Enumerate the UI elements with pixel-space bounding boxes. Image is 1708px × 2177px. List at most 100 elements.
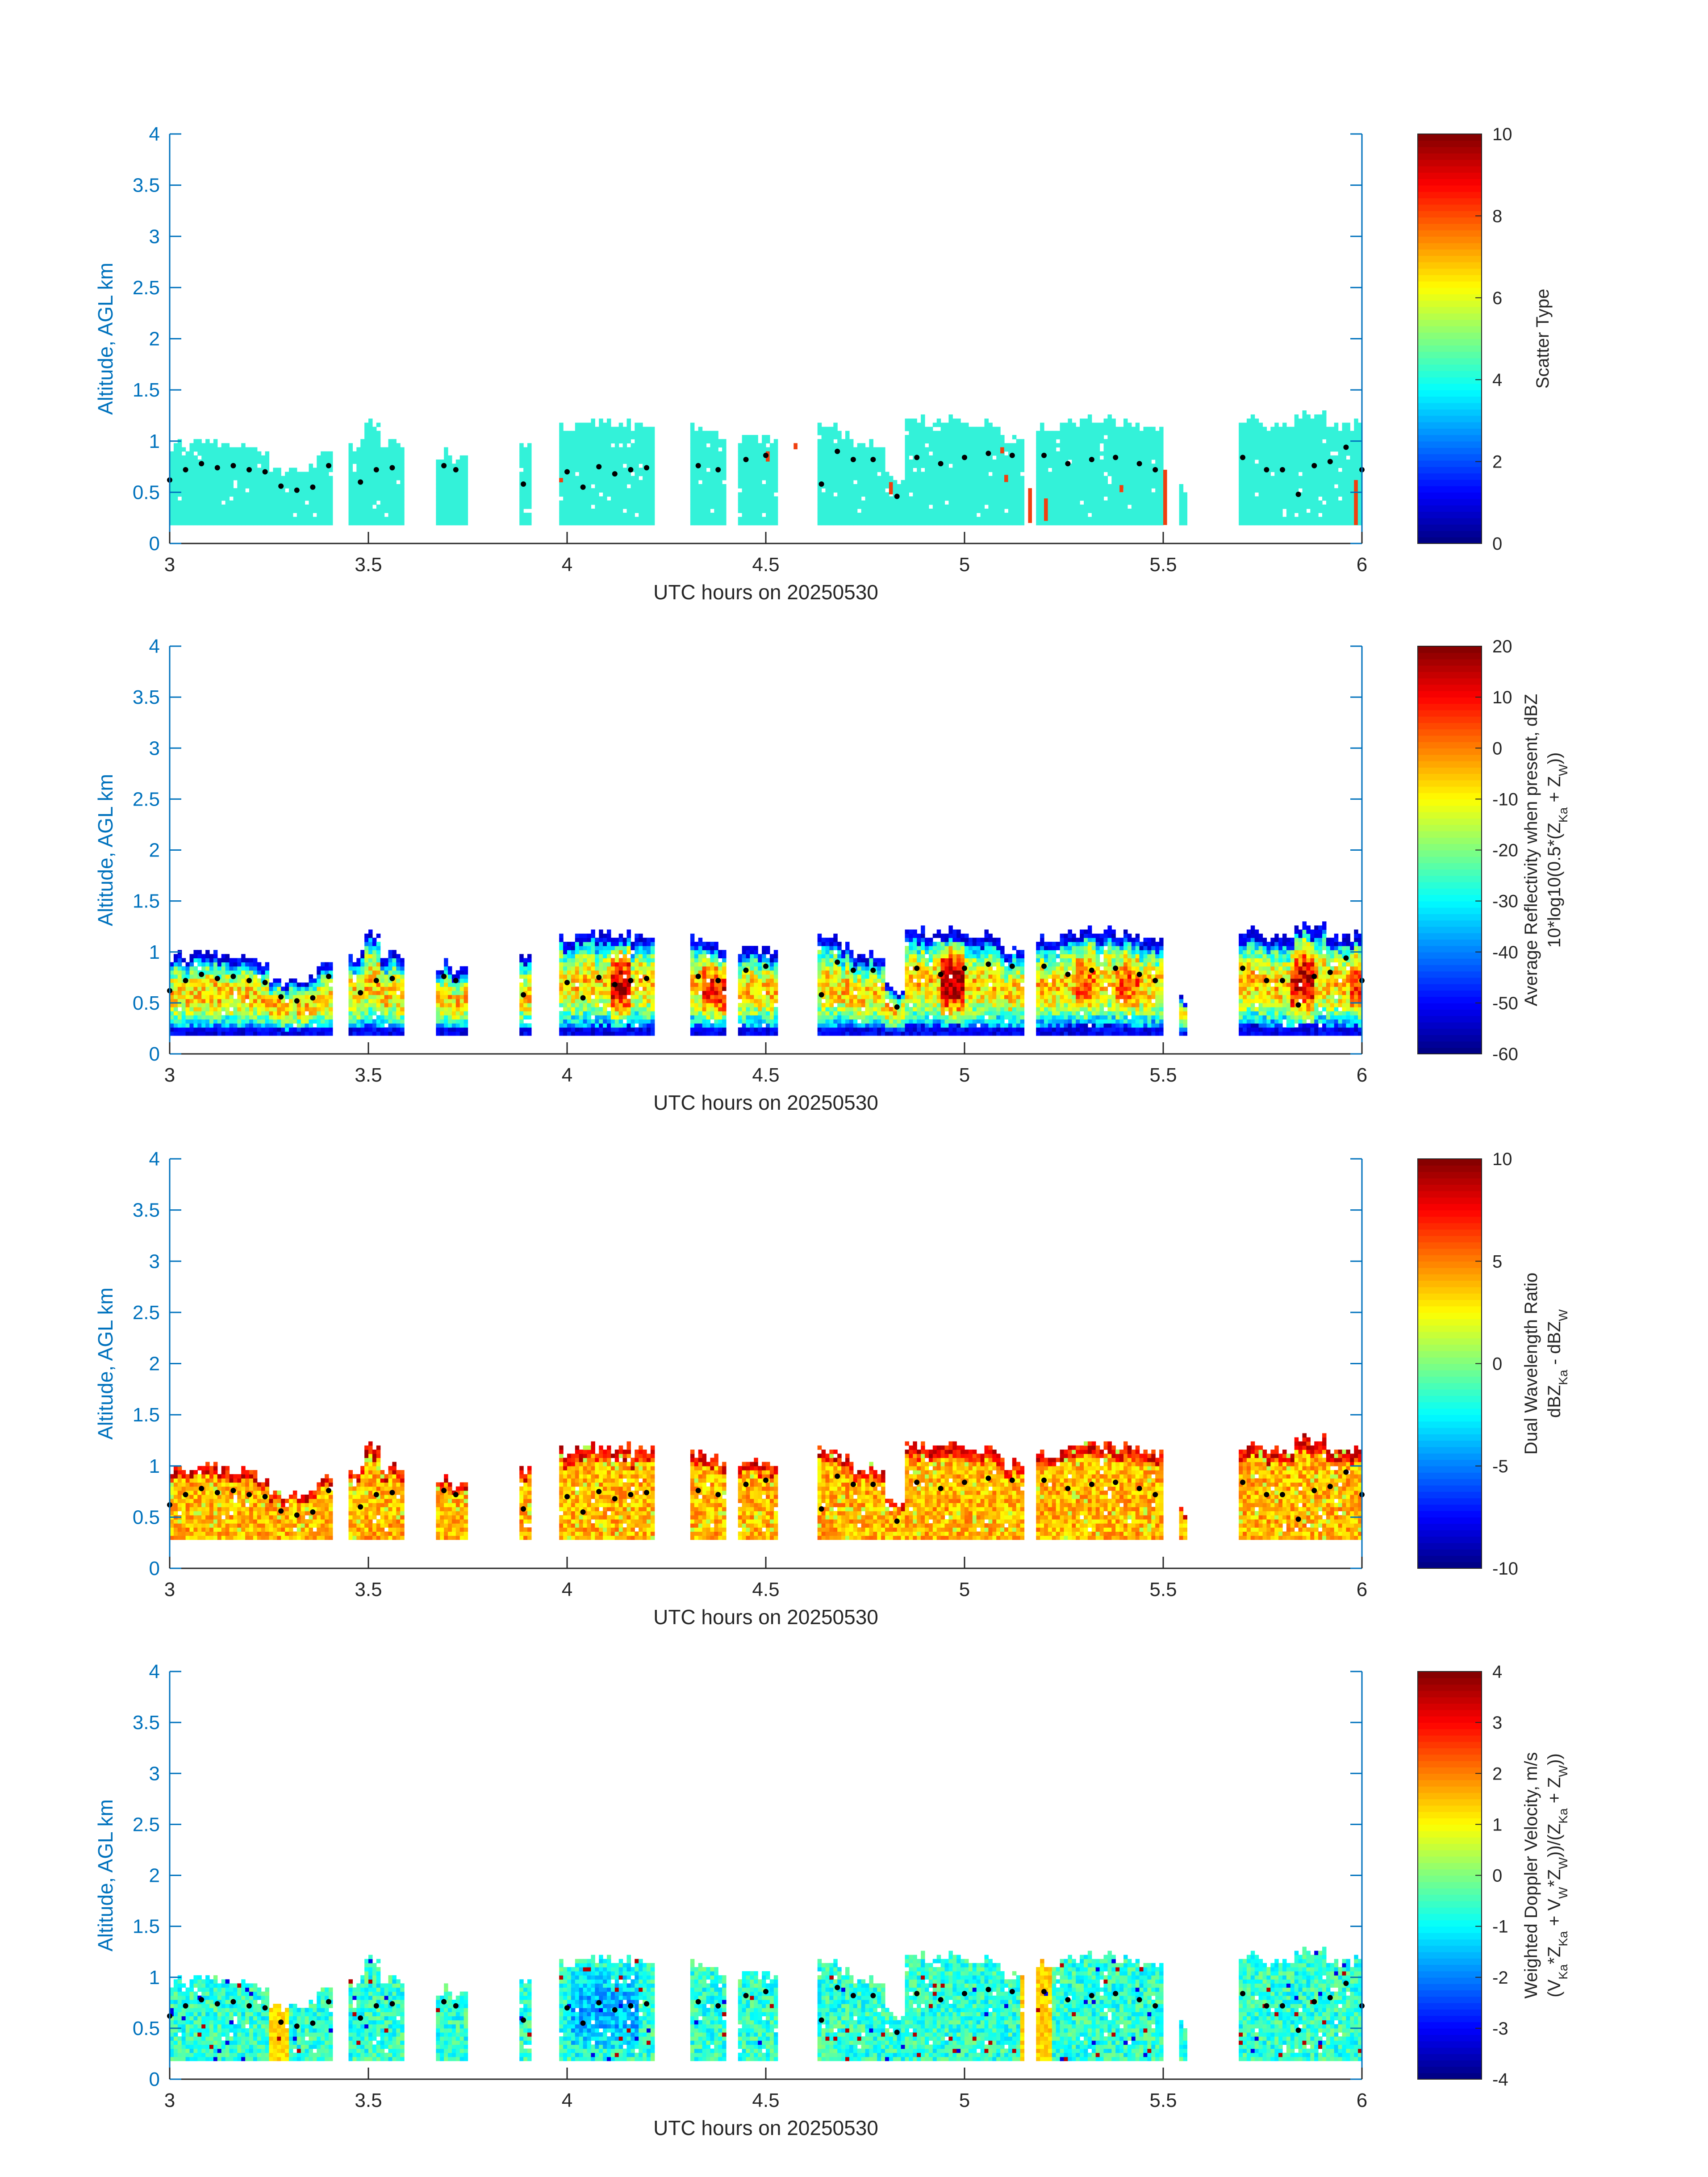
heatmap-cell xyxy=(1330,517,1335,522)
heatmap-cell xyxy=(201,484,206,489)
heatmap-cell xyxy=(881,492,885,497)
heatmap-cell xyxy=(185,509,190,513)
heatmap-cell xyxy=(1080,509,1084,513)
heatmap-cell xyxy=(1060,464,1065,468)
heatmap-cell xyxy=(237,455,242,460)
heatmap-cell xyxy=(738,492,743,497)
heatmap-cell xyxy=(1087,468,1092,472)
heatmap-cell xyxy=(1179,484,1184,489)
heatmap-cell xyxy=(583,430,588,435)
heatmap-cell xyxy=(1008,472,1013,476)
heatmap-cell xyxy=(440,472,444,476)
heatmap-cell xyxy=(1266,496,1271,501)
heatmap-cell xyxy=(1072,455,1076,460)
heatmap-cell xyxy=(1060,476,1065,481)
heatmap-cell xyxy=(694,517,699,522)
heatmap-cell xyxy=(329,468,333,472)
heatmap-cell xyxy=(1274,484,1279,489)
heatmap-cell xyxy=(996,484,1001,489)
heatmap-cell xyxy=(571,472,576,476)
heatmap-cell xyxy=(1016,460,1021,464)
heatmap-cell xyxy=(1159,460,1164,464)
heatmap-cell xyxy=(1056,476,1061,481)
heatmap-cell xyxy=(1306,480,1311,485)
heatmap-cell xyxy=(1310,447,1315,452)
heatmap-cell xyxy=(400,468,405,472)
heatmap-cell xyxy=(527,476,532,481)
heatmap-cell xyxy=(193,455,198,460)
heatmap-cell xyxy=(364,504,369,509)
heatmap-cell xyxy=(921,476,925,481)
heatmap-cell xyxy=(563,451,568,456)
heatmap-cell xyxy=(857,460,862,464)
heatmap-cell xyxy=(1243,484,1247,489)
heatmap-cell xyxy=(451,492,456,497)
heatmap-cell xyxy=(1016,521,1021,526)
heatmap-cell xyxy=(1044,447,1048,452)
heatmap-cell xyxy=(301,504,305,509)
heatmap-cell xyxy=(698,484,703,489)
heatmap-cell xyxy=(1274,435,1279,439)
heatmap-cell xyxy=(225,484,230,489)
heatmap-cell xyxy=(1155,460,1160,464)
colorbar-swatch xyxy=(1418,319,1482,326)
heatmap-cell xyxy=(1084,500,1088,505)
heatmap-cell xyxy=(464,480,468,485)
heatmap-cell xyxy=(257,509,262,513)
heatmap-cell xyxy=(635,496,639,501)
heatmap-cell xyxy=(1036,496,1040,501)
heatmap-cell xyxy=(766,521,770,526)
heatmap-cell xyxy=(1103,447,1108,452)
heatmap-cell xyxy=(277,509,281,513)
heatmap-cell xyxy=(921,451,925,456)
heatmap-cell xyxy=(940,451,945,456)
heatmap-cell xyxy=(1080,492,1084,497)
heatmap-cell xyxy=(921,418,925,423)
heatmap-cell xyxy=(980,426,985,431)
heatmap-cell xyxy=(1064,484,1068,489)
heatmap-cell xyxy=(647,504,651,509)
heatmap-cell xyxy=(1143,488,1148,493)
heatmap-cell xyxy=(921,496,925,501)
heatmap-cell xyxy=(833,476,838,481)
heatmap-cell xyxy=(309,513,313,517)
heatmap-cell xyxy=(829,439,834,443)
heatmap-cell xyxy=(1147,464,1152,468)
colorbar-swatch xyxy=(1418,396,1482,403)
heatmap-cell xyxy=(1123,464,1128,468)
colorbar-swatch xyxy=(1418,262,1482,269)
heatmap-cell xyxy=(1298,422,1303,427)
heatmap-cell xyxy=(825,521,830,526)
heatmap-cell xyxy=(364,455,369,460)
heatmap-cell xyxy=(285,513,289,517)
heatmap-cell xyxy=(940,521,945,526)
heatmap-cell xyxy=(833,500,838,505)
heatmap-cell xyxy=(249,472,254,476)
heatmap-cell xyxy=(1258,443,1263,448)
heatmap-cell xyxy=(1250,492,1255,497)
heatmap-cell xyxy=(1151,439,1156,443)
heatmap-cell xyxy=(1286,460,1291,464)
heatmap-cell xyxy=(1139,509,1144,513)
heatmap-cell xyxy=(277,488,281,493)
heatmap-cell xyxy=(940,422,945,427)
heatmap-cell xyxy=(829,455,834,460)
heatmap-cell xyxy=(857,513,862,517)
heatmap-cell xyxy=(599,509,603,513)
heatmap-cell xyxy=(1107,430,1112,435)
heatmap-cell xyxy=(905,464,909,468)
heatmap-cell xyxy=(360,484,365,489)
heatmap-cell xyxy=(738,504,743,509)
heatmap-cell xyxy=(921,492,925,497)
heatmap-cell xyxy=(845,476,850,481)
heatmap-cell xyxy=(444,451,448,456)
heatmap-cell xyxy=(1354,451,1358,456)
heatmap-cell xyxy=(861,480,866,485)
heatmap-cell xyxy=(221,443,226,448)
heatmap-cell xyxy=(972,439,977,443)
heatmap-cell xyxy=(229,447,234,452)
heatmap-cell xyxy=(233,460,238,464)
heatmap-cell xyxy=(591,480,595,485)
heatmap-cell xyxy=(392,455,397,460)
heatmap-cell xyxy=(766,500,770,505)
